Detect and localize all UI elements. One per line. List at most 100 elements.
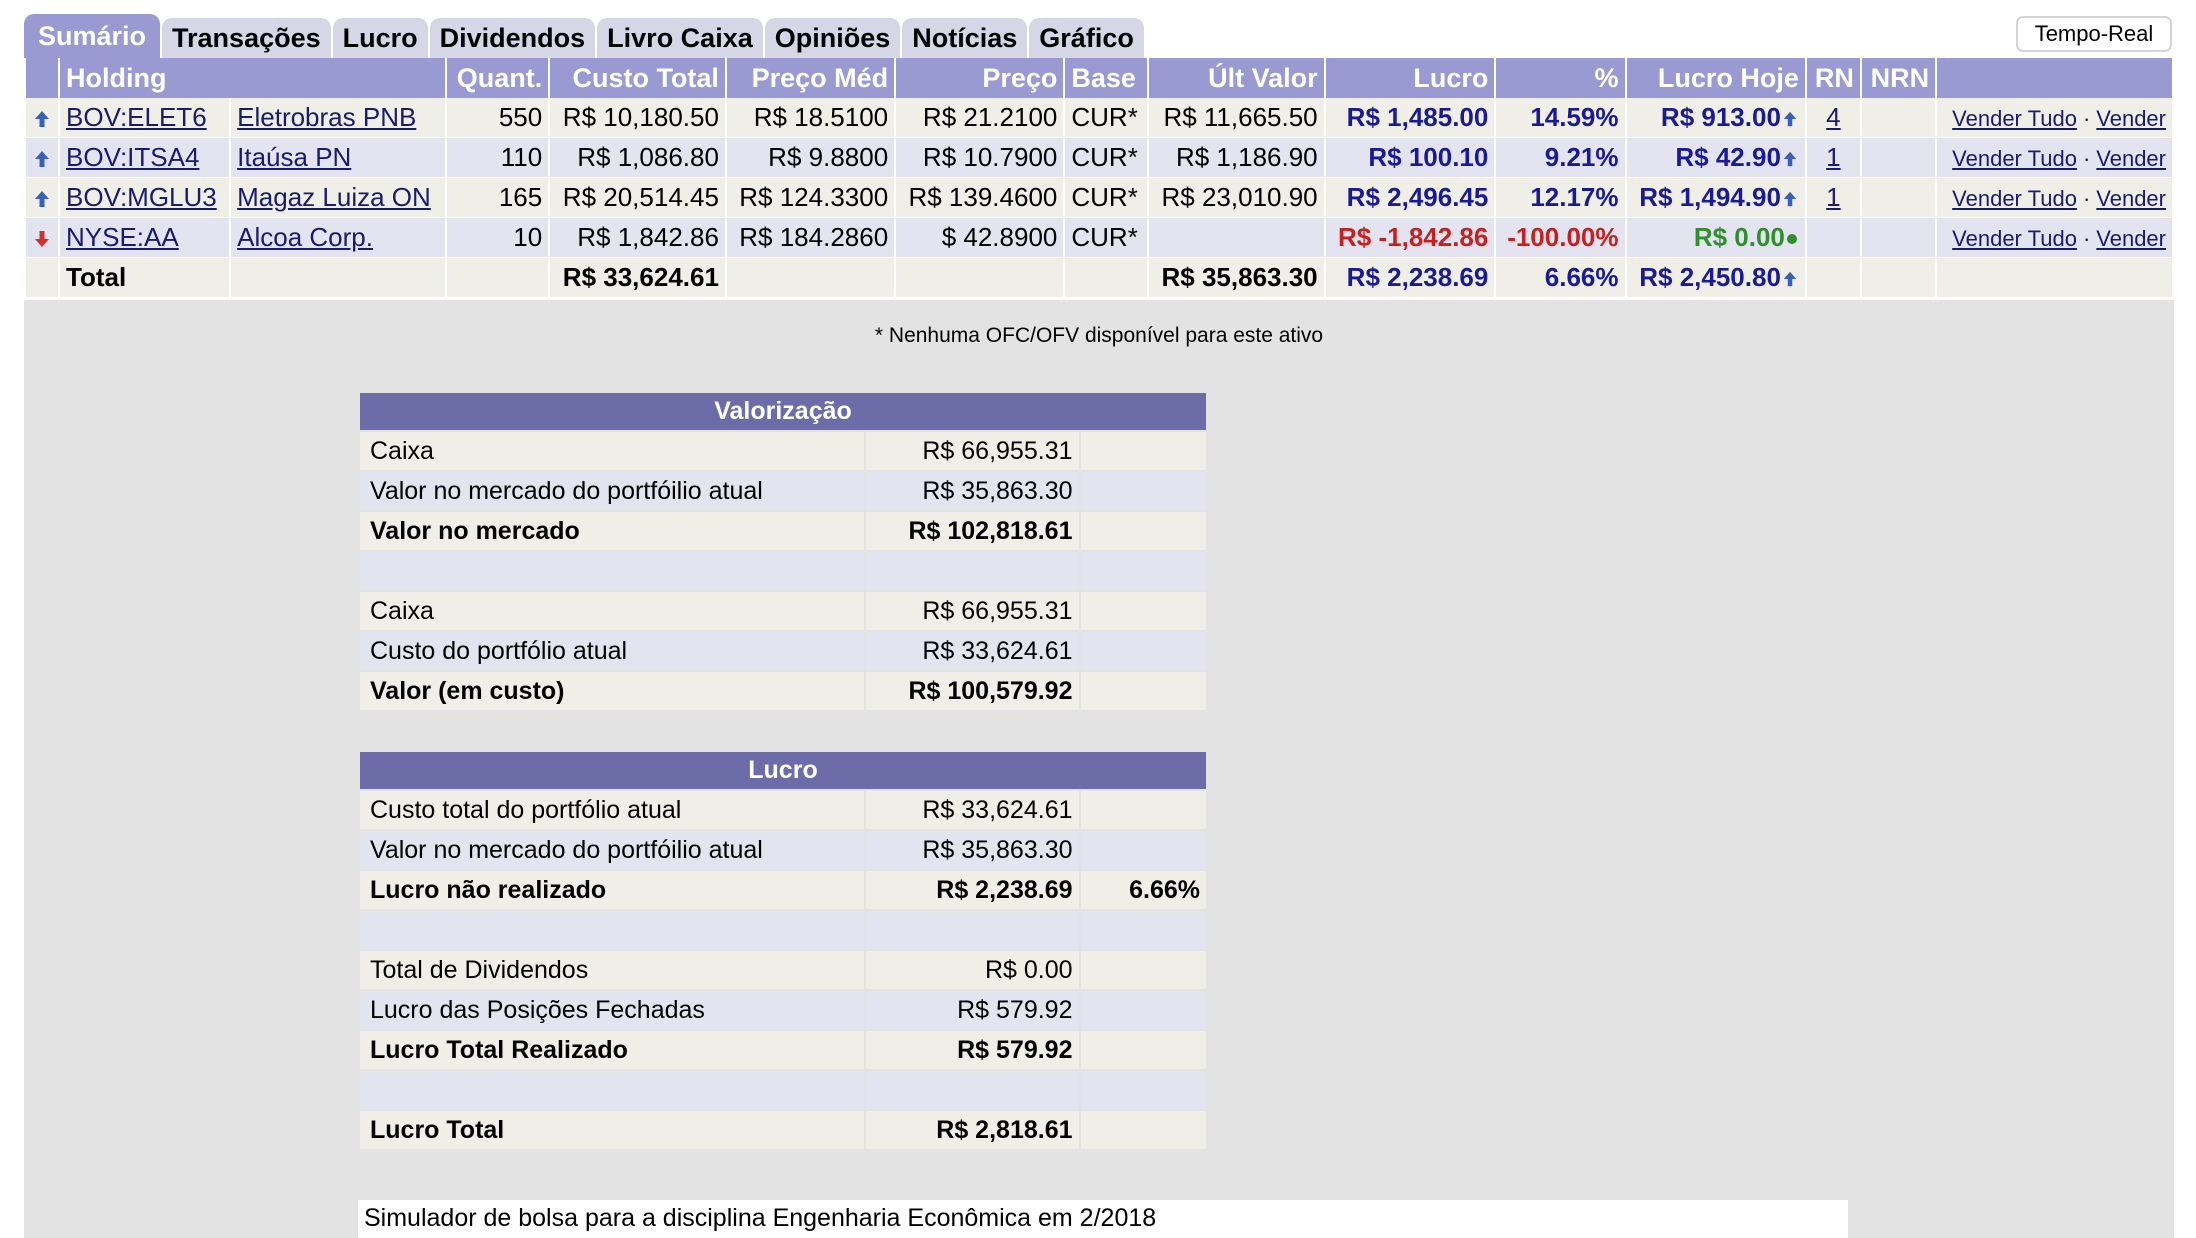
sell-all-link[interactable]: Vender Tudo [1952, 226, 2077, 251]
col-base[interactable]: Base [1065, 58, 1147, 98]
tab-dividendos[interactable]: Dividendos [429, 18, 596, 58]
total-cost-cell: R$ 20,514.45 [550, 178, 725, 218]
last-value-cell: R$ 11,665.50 [1148, 98, 1324, 138]
up-arrow-icon [1781, 102, 1799, 132]
row-percent [1080, 632, 1206, 670]
symbol-link[interactable]: BOV:ITSA4 [66, 142, 200, 172]
row-value: R$ 0.00 [865, 951, 1079, 989]
row-percent [1080, 831, 1206, 869]
lucro-row [360, 911, 1206, 949]
row-value: R$ 579.92 [865, 991, 1079, 1029]
rn-link[interactable]: 4 [1826, 102, 1841, 132]
tab-lucro[interactable]: Lucro [332, 18, 428, 58]
up-arrow-icon [32, 182, 52, 212]
row-label: Caixa [360, 432, 864, 470]
col-last-value[interactable]: Últ Valor [1148, 58, 1324, 98]
row-percent [1080, 472, 1206, 510]
green-dot-icon [1785, 222, 1799, 252]
sell-link[interactable]: Vender [2096, 146, 2166, 171]
row-label: Lucro das Posições Fechadas [360, 991, 864, 1029]
symbol-link[interactable]: NYSE:AA [66, 222, 179, 252]
profit-today-cell: R$ 0.00 [1626, 218, 1805, 258]
tab-transacoes[interactable]: Transações [162, 18, 331, 58]
sell-all-link[interactable]: Vender Tudo [1952, 146, 2077, 171]
base-cell: CUR* [1065, 218, 1147, 258]
sell-link[interactable]: Vender [2096, 106, 2166, 131]
holding-row: NYSE:AA Alcoa Corp. 10 R$ 1,842.86 R$ 184.28… [26, 218, 2172, 258]
total-label: Total [60, 258, 230, 298]
col-price[interactable]: Preço [896, 58, 1064, 98]
valorizacao-row: Caixa R$ 66,955.31 [360, 432, 1206, 470]
lucro-row: Lucro Total R$ 2,818.61 [360, 1111, 1206, 1149]
symbol-cell: NYSE:AA [60, 218, 230, 258]
sell-link[interactable]: Vender [2096, 226, 2166, 251]
total-cost-cell: R$ 33,624.61 [550, 258, 725, 298]
quantity-cell: 550 [446, 98, 549, 138]
row-value [865, 1071, 1079, 1109]
percent-cell: 12.17% [1496, 178, 1625, 218]
col-total-cost[interactable]: Custo Total [550, 58, 725, 98]
tab-livro-caixa[interactable]: Livro Caixa [597, 18, 763, 58]
symbol-cell: BOV:ITSA4 [60, 138, 230, 178]
lucro-table: Lucro Custo total do portfólio atual R$ 3… [358, 750, 1208, 1151]
tab-noticias[interactable]: Notícias [902, 18, 1028, 58]
avg-price-cell: R$ 18.5100 [726, 98, 895, 138]
col-holding[interactable]: Holding [60, 58, 445, 98]
row-percent [1080, 512, 1206, 550]
lucro-row: Valor no mercado do portfóilio atual R$ 3… [360, 831, 1206, 869]
price-cell: R$ 10.7900 [896, 138, 1064, 178]
rn-cell: 4 [1806, 98, 1860, 138]
realtime-button[interactable]: Tempo-Real [2016, 16, 2172, 52]
company-link[interactable]: Magaz Luiza ON [237, 182, 431, 212]
col-nrn[interactable]: NRN [1861, 58, 1936, 98]
row-label: Valor no mercado [360, 512, 864, 550]
total-last-value-cell: R$ 35,863.30 [1148, 258, 1324, 298]
col-profit[interactable]: Lucro [1325, 58, 1495, 98]
sell-link[interactable]: Vender [2096, 186, 2166, 211]
nrn-cell [1861, 178, 1936, 218]
col-rn[interactable]: RN [1806, 58, 1860, 98]
valorizacao-title: Valorização [360, 393, 1206, 430]
tab-opinioes[interactable]: Opiniões [764, 18, 901, 58]
lucro-row: Custo total do portfólio atual R$ 33,624.… [360, 791, 1206, 829]
row-label: Valor no mercado do portfóilio atual [360, 831, 864, 869]
col-profit-today[interactable]: Lucro Hoje [1626, 58, 1805, 98]
rn-link[interactable]: 1 [1826, 182, 1841, 212]
rn-link[interactable]: 1 [1826, 142, 1841, 172]
company-link[interactable]: Itaúsa PN [237, 142, 352, 172]
row-percent [1080, 951, 1206, 989]
sell-all-link[interactable]: Vender Tudo [1952, 106, 2077, 131]
price-cell: R$ 139.4600 [896, 178, 1064, 218]
symbol-link[interactable]: BOV:ELET6 [66, 102, 207, 132]
tab-sumario[interactable]: Sumário [24, 14, 161, 58]
total-cost-cell: R$ 1,086.80 [550, 138, 725, 178]
col-avg-price[interactable]: Preço Méd [726, 58, 895, 98]
actions-cell: Vender Tudo · Vender [1937, 138, 2172, 178]
total-profit-cell: R$ 2,238.69 [1325, 258, 1495, 298]
valorizacao-row: Caixa R$ 66,955.31 [360, 592, 1206, 630]
company-link[interactable]: Alcoa Corp. [237, 222, 373, 252]
row-percent [1080, 991, 1206, 1029]
row-value [865, 552, 1079, 590]
col-quantity[interactable]: Quant. [446, 58, 549, 98]
price-cell: $ 42.8900 [896, 218, 1064, 258]
row-percent [1080, 791, 1206, 829]
lucro-row: Total de Dividendos R$ 0.00 [360, 951, 1206, 989]
nrn-cell [1861, 138, 1936, 178]
total-profit-today-value: R$ 2,450.80 [1639, 262, 1781, 292]
sell-all-link[interactable]: Vender Tudo [1952, 186, 2077, 211]
row-value: R$ 33,624.61 [865, 632, 1079, 670]
last-value-cell: R$ 1,186.90 [1148, 138, 1324, 178]
quantity-cell: 10 [446, 218, 549, 258]
footer-text: Simulador de bolsa para a disciplina Eng… [358, 1200, 1848, 1238]
col-actions [1937, 58, 2172, 98]
lucro-title: Lucro [360, 752, 1206, 789]
row-percent [1080, 432, 1206, 470]
tab-grafico[interactable]: Gráfico [1029, 18, 1144, 58]
company-link[interactable]: Eletrobras PNB [237, 102, 417, 132]
summary-area: * Nenhuma OFC/OFV disponível para este a… [24, 300, 2174, 1238]
col-percent[interactable]: % [1496, 58, 1625, 98]
direction-cell [26, 178, 58, 218]
symbol-link[interactable]: BOV:MGLU3 [66, 182, 217, 212]
holdings-table: Holding Quant. Custo Total Preço Méd Pre… [24, 58, 2174, 298]
